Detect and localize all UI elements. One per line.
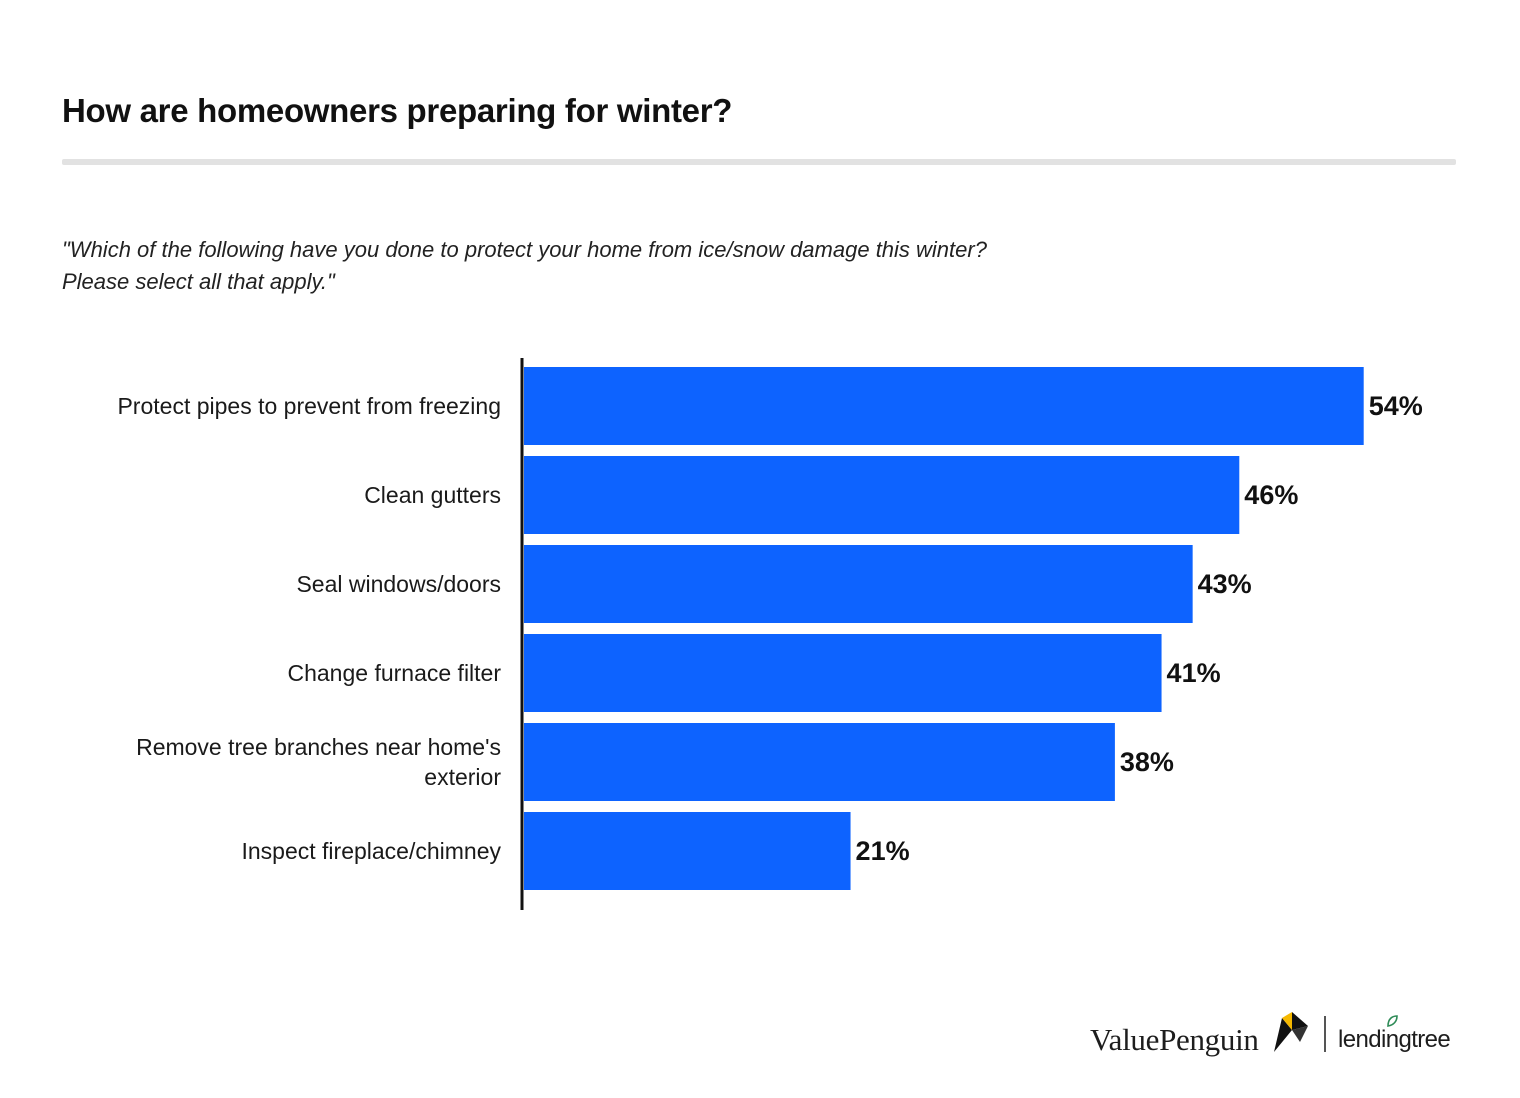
chart-title: How are homeowners preparing for winter? xyxy=(62,92,733,129)
brand-separator xyxy=(1324,1016,1326,1052)
chart-subtitle: "Which of the following have you done to… xyxy=(62,234,1162,298)
value-label-5: 38% xyxy=(1120,747,1174,777)
value-label-6: 21% xyxy=(856,836,910,866)
subtitle-line-1: "Which of the following have you done to… xyxy=(62,237,987,262)
lendingtree-wordmark: lendingtree xyxy=(1338,1026,1451,1053)
category-label-2: Clean gutters xyxy=(364,482,501,508)
bar-2 xyxy=(524,456,1240,534)
category-label-5: Remove tree branches near home's exterior xyxy=(136,734,501,790)
category-label-4: Change furnace filter xyxy=(287,660,501,686)
subtitle-line-2: Please select all that apply." xyxy=(62,269,335,294)
bar-1 xyxy=(524,367,1364,445)
bar-4 xyxy=(524,634,1162,712)
title-divider xyxy=(62,159,1456,165)
value-label-4: 41% xyxy=(1167,658,1221,688)
bar-5 xyxy=(524,723,1115,801)
leaf-icon xyxy=(1387,1015,1398,1027)
valuepenguin-wordmark: ValuePenguin xyxy=(1090,1022,1259,1057)
bars-layer: 54% Protect pipes to prevent from freezin… xyxy=(117,367,1423,890)
category-label-6: Inspect fireplace/chimney xyxy=(241,838,501,864)
bar-6 xyxy=(524,812,851,890)
value-label-2: 46% xyxy=(1244,480,1298,510)
penguin-mark-icon xyxy=(1274,1012,1308,1052)
category-label-1: Protect pipes to prevent from freezing xyxy=(117,393,501,419)
category-label-3: Seal windows/doors xyxy=(296,571,501,597)
value-label-3: 43% xyxy=(1198,569,1252,599)
bar-3 xyxy=(524,545,1193,623)
value-label-1: 54% xyxy=(1369,391,1423,421)
